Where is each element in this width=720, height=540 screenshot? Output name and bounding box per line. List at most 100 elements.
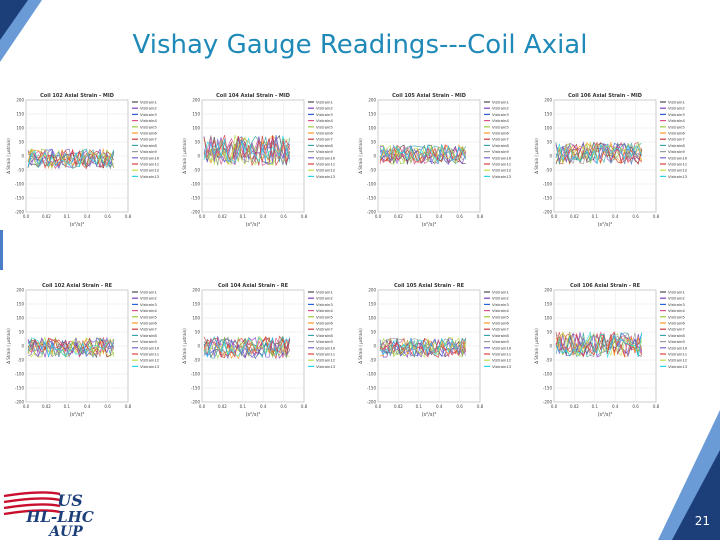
chart-4: Coil 106 Axial Strain - MID 200 150 100 50 0 -… [534, 93, 688, 228]
legend-label: Vistrain3 [316, 112, 333, 117]
y-tick-label: 50 [547, 330, 553, 335]
legend-label: Vistrain8 [668, 333, 685, 338]
series-line [555, 331, 642, 357]
y-tick-label: 100 [192, 316, 200, 321]
legend-label: Vistrain11 [492, 352, 512, 357]
y-tick-label: -50 [545, 358, 552, 363]
y-tick-label: 150 [544, 302, 552, 307]
y-axis-label: Δ Strain ( μstrain) [534, 138, 539, 174]
y-tick-label: 0 [197, 344, 200, 349]
series-line [555, 331, 643, 359]
x-tick-label: 0.1 [416, 404, 423, 409]
x-tick-label: 0.6 [632, 404, 639, 409]
x-tick-label: 0.4 [612, 404, 619, 409]
y-tick-label: 0 [21, 154, 24, 159]
y-tick-label: 100 [16, 126, 24, 131]
y-tick-label: 200 [192, 288, 200, 293]
y-tick-label: 50 [195, 140, 201, 145]
legend-label: Vistrain13 [668, 174, 688, 179]
chart-5: Coil 102 Axial Strain - RE 200 150 100 50 0 -5… [6, 283, 160, 418]
chart-title: Coil 106 Axial Strain - RE [570, 283, 641, 289]
chart-6: Coil 104 Axial Strain - RE 200 150 100 50 0 -5… [182, 283, 336, 418]
y-axis-label: Δ Strain ( μstrain) [182, 138, 187, 174]
y-tick-label: 200 [368, 98, 376, 103]
y-tick-label: 150 [544, 112, 552, 117]
legend-label: Vistrain5 [668, 314, 685, 319]
legend-label: Vistrain5 [316, 314, 333, 319]
series-line [203, 134, 290, 167]
y-tick-label: -200 [367, 400, 377, 405]
legend-label: Vistrain11 [668, 162, 688, 167]
x-tick-label: 0.4 [436, 214, 443, 219]
legend-label: Vistrain9 [492, 339, 509, 344]
x-axis-label: (s²/s)² [422, 222, 437, 228]
y-tick-label: -100 [543, 372, 553, 377]
y-axis-label: Δ Strain ( μstrain) [182, 328, 187, 364]
legend-label: Vistrain3 [668, 112, 685, 117]
x-axis-label: (s²/s)² [70, 222, 85, 228]
y-tick-label: 200 [544, 98, 552, 103]
y-tick-label: -50 [369, 168, 376, 173]
series-line [27, 338, 115, 357]
x-tick-label: 0.8 [477, 404, 484, 409]
legend-label: Vistrain12 [492, 168, 512, 173]
y-tick-label: -100 [191, 372, 201, 377]
legend-label: Vistrain7 [140, 327, 157, 332]
x-axis-label: (s²/s)² [246, 412, 261, 418]
y-tick-label: -200 [543, 210, 553, 215]
y-tick-label: -50 [369, 358, 376, 363]
series-line [379, 337, 467, 358]
series-line [379, 144, 466, 164]
us-hl-lhc-aup-logo: US HL-LHC AUP [3, 491, 94, 538]
legend-label: Vistrain7 [492, 327, 509, 332]
y-axis-label: Δ Strain ( μstrain) [358, 138, 363, 174]
y-tick-label: 50 [19, 330, 25, 335]
legend-label: Vistrain6 [492, 131, 509, 136]
y-axis-label: Δ Strain ( μstrain) [358, 328, 363, 364]
y-tick-label: 50 [547, 140, 553, 145]
legend-label: Vistrain6 [140, 131, 157, 136]
y-tick-label: -100 [15, 372, 25, 377]
legend-label: Vistrain2 [668, 296, 685, 301]
y-tick-label: 150 [16, 112, 24, 117]
x-tick-label: 0.6 [456, 404, 463, 409]
legend-label: Vistrain8 [668, 143, 685, 148]
x-tick-label: 0.1 [592, 404, 599, 409]
legend-label: Vistrain10 [492, 345, 512, 350]
series-line [555, 143, 643, 164]
legend-label: Vistrain9 [140, 339, 157, 344]
y-tick-label: -150 [367, 386, 377, 391]
series-line [379, 337, 467, 358]
legend-label: Vistrain11 [140, 162, 160, 167]
legend-label: Vistrain8 [316, 143, 333, 148]
legend-label: Vistrain9 [140, 149, 157, 154]
series-line [379, 143, 467, 164]
legend-label: Vistrain2 [492, 296, 509, 301]
chart-7: Coil 105 Axial Strain - RE 200 150 100 50 0 -5… [358, 283, 512, 418]
chart-title: Coil 104 Axial Strain - MID [216, 93, 290, 99]
y-tick-label: -200 [15, 400, 25, 405]
legend-label: Vistrain10 [668, 345, 688, 350]
legend-label: Vistrain6 [140, 321, 157, 326]
legend-label: Vistrain4 [668, 308, 685, 313]
x-tick-label: 0.1 [64, 404, 71, 409]
y-tick-label: -150 [191, 386, 201, 391]
legend-label: Vistrain9 [668, 149, 685, 154]
legend-label: Vistrain10 [140, 155, 160, 160]
legend-label: Vistrain8 [492, 143, 509, 148]
legend-label: Vistrain8 [140, 333, 157, 338]
legend-label: Vistrain6 [316, 131, 333, 136]
legend-label: Vistrain4 [316, 118, 333, 123]
y-tick-label: 50 [195, 330, 201, 335]
legend-label: Vistrain5 [140, 124, 157, 129]
chart-8: Coil 106 Axial Strain - RE 200 150 100 50 0 -5… [534, 283, 688, 418]
y-tick-label: -200 [367, 210, 377, 215]
series-line [27, 336, 114, 358]
svg-text:US: US [57, 491, 83, 510]
legend-label: Vistrain3 [140, 112, 157, 117]
y-tick-label: -100 [543, 182, 553, 187]
legend-label: Vistrain6 [316, 321, 333, 326]
legend-label: Vistrain3 [668, 302, 685, 307]
legend-label: Vistrain12 [316, 168, 336, 173]
x-tick-label: 0.4 [612, 214, 619, 219]
